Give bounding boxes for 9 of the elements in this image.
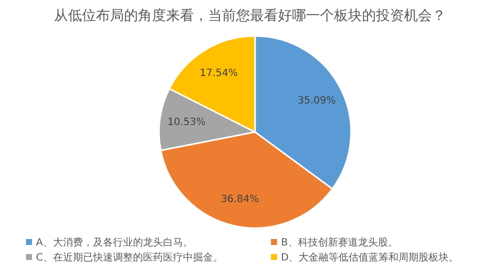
- data-label: 17.54%: [200, 68, 238, 79]
- data-label: 36.84%: [220, 194, 259, 206]
- legend-label: C、在近期已快速调整的医药医疗中掘金。: [36, 252, 223, 264]
- legend-label: A、大消费，及各行业的龙头白马。: [36, 236, 193, 249]
- legend-label: B、科技创新赛道龙头股。: [281, 236, 398, 249]
- data-label: 35.09%: [298, 96, 336, 107]
- legend-label: D、大金融等低估值蓝筹和周期股板块。: [281, 252, 459, 264]
- data-label: 10.53%: [167, 117, 206, 128]
- chart-title: 从低位布局的角度来看，当前您最看好哪一个板块的投资机会？: [54, 8, 446, 24]
